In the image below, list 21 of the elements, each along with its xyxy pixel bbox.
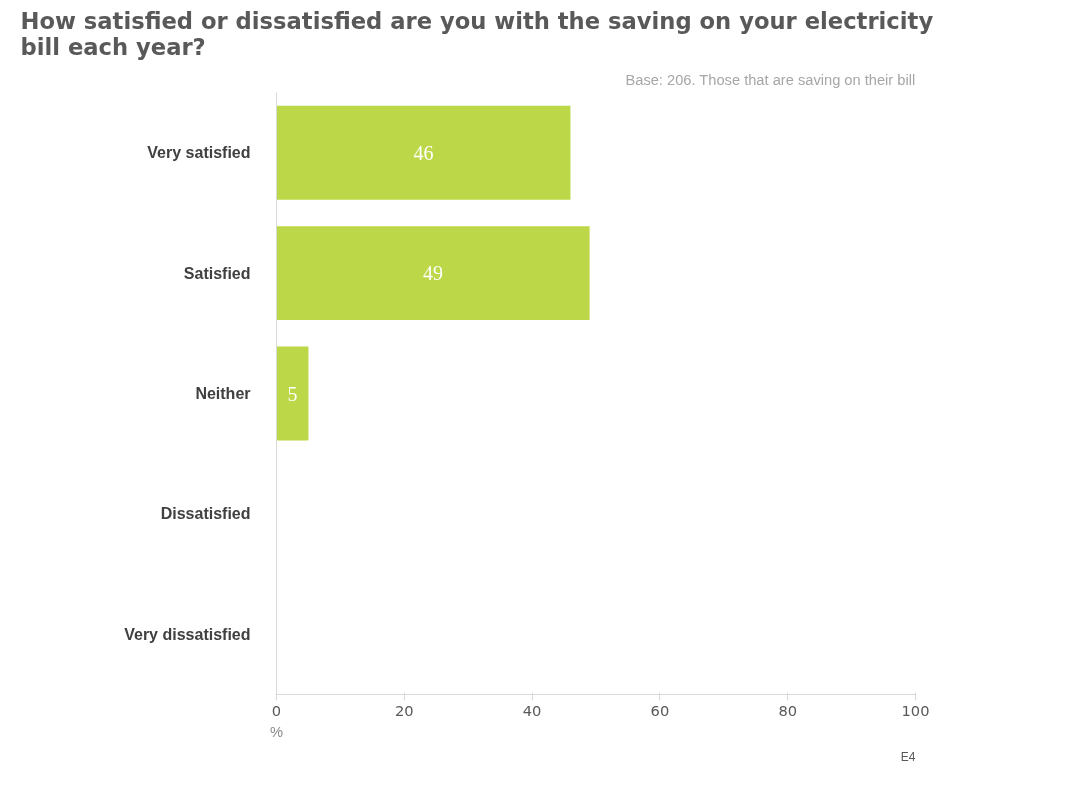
text: E4 — [900, 749, 916, 764]
bar — [276, 226, 590, 321]
x-tick-label: 100 — [901, 701, 930, 719]
y-tick-label: Satisfied — [183, 264, 251, 282]
bar — [276, 105, 571, 200]
y-tick-label: Neither — [195, 385, 251, 402]
y-tick-label: Very dissatisfied — [124, 625, 251, 643]
x-tick-label: 20 — [394, 701, 414, 719]
bar — [276, 346, 309, 441]
y-tick-label: Dissatisfied — [160, 505, 251, 523]
x-axis-title: % — [269, 723, 284, 740]
chart-subtitle: Base: 206. Those that are saving on their bill — [625, 71, 916, 88]
x-tick-label: 60 — [650, 701, 670, 719]
x-tick-label: 80 — [778, 701, 798, 719]
data-label: 46 — [413, 141, 434, 164]
y-tick-label: Very satisfied — [147, 144, 251, 162]
x-tick-label: 0 — [271, 701, 282, 719]
chart-title: How satisfied or dissatisfied are you with the saving on your electricity bill each year? — [20, 7, 934, 60]
data-label: 49 — [423, 262, 444, 285]
x-tick-label: 40 — [522, 701, 542, 719]
data-label: 5 — [287, 382, 298, 405]
